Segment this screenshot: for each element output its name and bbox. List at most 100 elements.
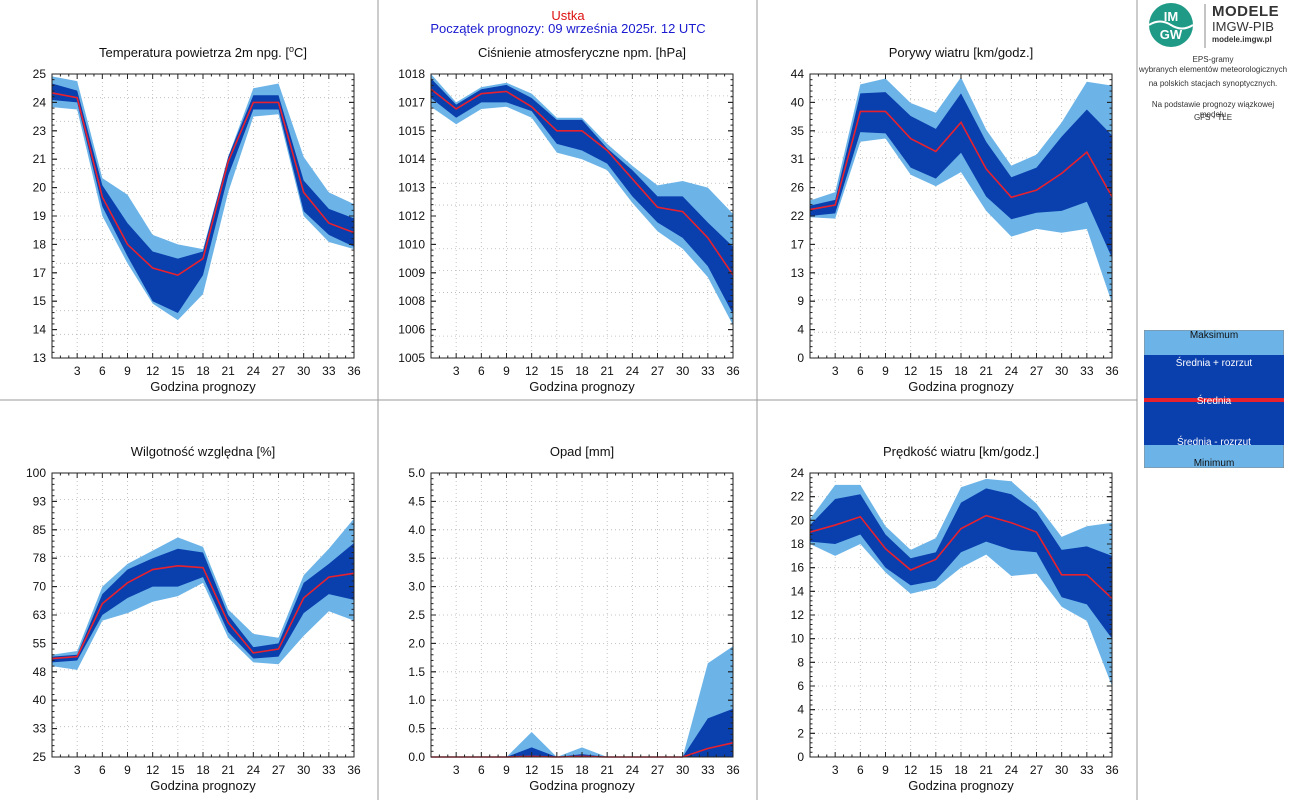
- y-tick-label-11: 22: [791, 490, 805, 504]
- legend-mean-minus-label: Średnia - rozrzut: [1177, 437, 1251, 448]
- x-tick-label-8: 27: [1030, 763, 1044, 777]
- x-tick-label-9: 30: [1055, 763, 1069, 777]
- x-tick-label-0: 3: [74, 763, 81, 777]
- y-tick-label-8: 85: [33, 523, 47, 537]
- x-axis-label: Godzina prognozy: [529, 379, 635, 394]
- band-spread: [810, 488, 1112, 639]
- x-tick-label-1: 6: [857, 364, 864, 378]
- y-tick-label-2: 1.0: [408, 693, 425, 707]
- x-tick-label-3: 12: [904, 364, 918, 378]
- chart-title: Prędkość wiatru [km/godz.]: [883, 444, 1039, 459]
- y-tick-label-3: 17: [33, 266, 47, 280]
- y-tick-label-8: 4.0: [408, 523, 425, 537]
- x-tick-label-5: 18: [575, 364, 589, 378]
- x-tick-label-7: 24: [247, 763, 261, 777]
- y-tick-label-6: 3.0: [408, 580, 425, 594]
- y-tick-label-4: 8: [797, 655, 804, 669]
- x-tick-label-9: 30: [676, 364, 690, 378]
- x-tick-label-10: 33: [1080, 763, 1094, 777]
- y-tick-label-5: 10: [791, 632, 805, 646]
- x-tick-label-4: 15: [171, 763, 185, 777]
- band-spread: [431, 78, 733, 315]
- x-tick-label-7: 24: [626, 364, 640, 378]
- x-tick-label-5: 18: [954, 364, 968, 378]
- band-min-max: [52, 76, 354, 321]
- forecast-start-label: Początek prognozy: 09 września 2025r. 12…: [430, 21, 706, 36]
- y-tick-label-9: 1017: [398, 95, 425, 109]
- x-tick-label-6: 21: [600, 763, 614, 777]
- y-tick-label-8: 23: [33, 124, 47, 138]
- y-tick-label-4: 17: [791, 237, 805, 251]
- logo-title: MODELE: [1212, 3, 1280, 20]
- legend-mean-line: [1144, 398, 1284, 402]
- y-tick-label-3: 1.5: [408, 665, 425, 679]
- logo-url[interactable]: modele.imgw.pl: [1212, 35, 1272, 44]
- x-tick-label-6: 21: [979, 763, 993, 777]
- x-tick-label-8: 27: [272, 763, 286, 777]
- band-spread: [52, 83, 354, 314]
- band-spread: [431, 708, 733, 757]
- y-tick-label-9: 18: [791, 537, 805, 551]
- info-line-5: GFS - TLE: [1193, 113, 1233, 122]
- x-tick-label-11: 36: [347, 763, 361, 777]
- x-tick-label-0: 3: [453, 763, 460, 777]
- x-tick-label-10: 33: [701, 364, 715, 378]
- logo-wave-icon: [1148, 20, 1194, 30]
- band-spread: [810, 92, 1112, 258]
- y-tick-label-7: 31: [791, 152, 805, 166]
- x-tick-label-2: 9: [124, 763, 131, 777]
- x-tick-label-3: 12: [146, 763, 160, 777]
- y-tick-label-4: 18: [33, 237, 47, 251]
- x-tick-label-6: 21: [600, 364, 614, 378]
- y-tick-label-10: 25: [33, 67, 47, 81]
- x-tick-label-5: 18: [196, 364, 210, 378]
- chart-title: Ciśnienie atmosferyczne npm. [hPa]: [478, 45, 686, 60]
- y-tick-label-10: 44: [791, 67, 805, 81]
- x-tick-label-8: 27: [1030, 364, 1044, 378]
- imgw-logo: IM GW: [1148, 3, 1206, 48]
- y-tick-label-3: 13: [791, 266, 805, 280]
- chart-panel-5: 0.00.51.01.52.02.53.03.54.04.55.03 6 9 12 15…: [408, 444, 740, 793]
- band-spread: [52, 543, 354, 663]
- x-tick-label-4: 15: [171, 364, 185, 378]
- y-tick-label-6: 26: [791, 181, 805, 195]
- band-min-max: [810, 77, 1112, 304]
- x-tick-label-0: 3: [832, 763, 839, 777]
- x-tick-label-1: 6: [857, 763, 864, 777]
- info-line-1: EPS-gramy: [1192, 55, 1234, 64]
- chart-panel-2: 1005 1006 1008 1009 1010 1012 1013 1014 1015 1017…: [398, 45, 740, 394]
- legend-mean-plus-label: Średnia + rozrzut: [1175, 358, 1253, 369]
- x-axis-label: Godzina prognozy: [150, 778, 256, 793]
- y-tick-label-5: 2.5: [408, 608, 425, 622]
- x-axis-label: Godzina prognozy: [150, 379, 256, 394]
- x-tick-label-1: 6: [478, 763, 485, 777]
- x-tick-label-3: 12: [904, 763, 918, 777]
- y-tick-label-6: 70: [33, 580, 47, 594]
- y-tick-label-7: 14: [791, 584, 805, 598]
- y-tick-label-4: 2.0: [408, 636, 425, 650]
- chart-title: Temperatura powietrza 2m npg. [oC]: [99, 44, 307, 60]
- x-tick-label-8: 27: [651, 763, 665, 777]
- y-tick-label-10: 5.0: [408, 466, 425, 480]
- x-tick-label-5: 18: [954, 763, 968, 777]
- y-tick-label-4: 1010: [398, 237, 425, 251]
- x-tick-label-1: 6: [99, 763, 106, 777]
- x-tick-label-6: 21: [221, 364, 235, 378]
- x-tick-label-10: 33: [1080, 364, 1094, 378]
- chart-title: Opad [mm]: [550, 444, 614, 459]
- x-tick-label-5: 18: [196, 763, 210, 777]
- logo-subtitle: IMGW-PIB: [1212, 19, 1274, 34]
- y-tick-label-10: 1018: [398, 67, 425, 81]
- x-axis-label: Godzina prognozy: [908, 778, 1014, 793]
- y-tick-label-5: 1012: [398, 209, 425, 223]
- band-legend: [1144, 330, 1284, 468]
- x-tick-label-7: 24: [247, 364, 261, 378]
- x-tick-label-9: 30: [297, 364, 311, 378]
- x-tick-label-2: 9: [124, 364, 131, 378]
- logo-mark-bottom: GW: [1160, 27, 1183, 42]
- y-tick-label-5: 22: [791, 209, 805, 223]
- panel-dividers: [0, 0, 1138, 800]
